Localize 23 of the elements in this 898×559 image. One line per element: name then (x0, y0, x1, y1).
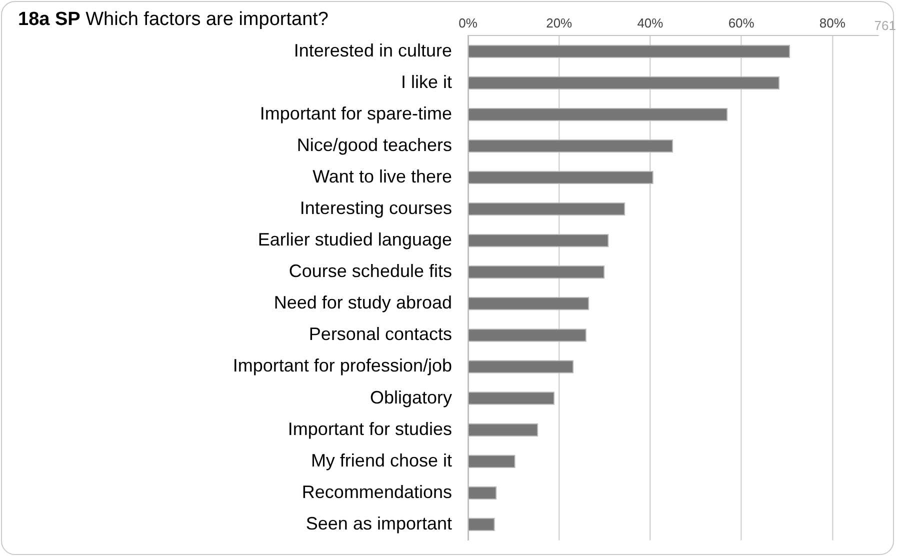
y-tick-label: Recommendations (302, 482, 452, 502)
x-tick-label: 60% (728, 15, 755, 30)
y-tick-label: Important for spare-time (260, 103, 452, 124)
x-tick-label: 80% (819, 15, 846, 30)
y-tick-label: My friend chose it (310, 450, 452, 470)
text: 761 (874, 18, 896, 33)
y-tick-label: Nice/good teachers (296, 134, 452, 155)
y-tick-label: Interested in culture (294, 40, 452, 60)
x-tick-label: 0% (458, 15, 478, 30)
y-tick-label: Seen as important (306, 513, 452, 534)
y-tick-label: Obligatory (370, 387, 452, 408)
y-tick-label: I like it (400, 72, 452, 92)
y-tick-label: Course schedule fits (288, 261, 452, 282)
y-tick-label: Important for studies (288, 418, 452, 439)
y-tick-label: Want to live there (312, 166, 452, 186)
x-tick-label: 40% (637, 15, 664, 30)
x-tick-label: 20% (546, 15, 573, 30)
y-tick-label: Interesting courses (300, 198, 452, 218)
text: 18a SP Which factors are important? (18, 9, 328, 31)
y-tick-label: Important for profession/job (232, 356, 452, 376)
y-tick-label: Need for study abroad (274, 292, 452, 313)
y-tick-label: Personal contacts (308, 324, 452, 344)
y-tick-label: Earlier studied language (258, 230, 452, 250)
